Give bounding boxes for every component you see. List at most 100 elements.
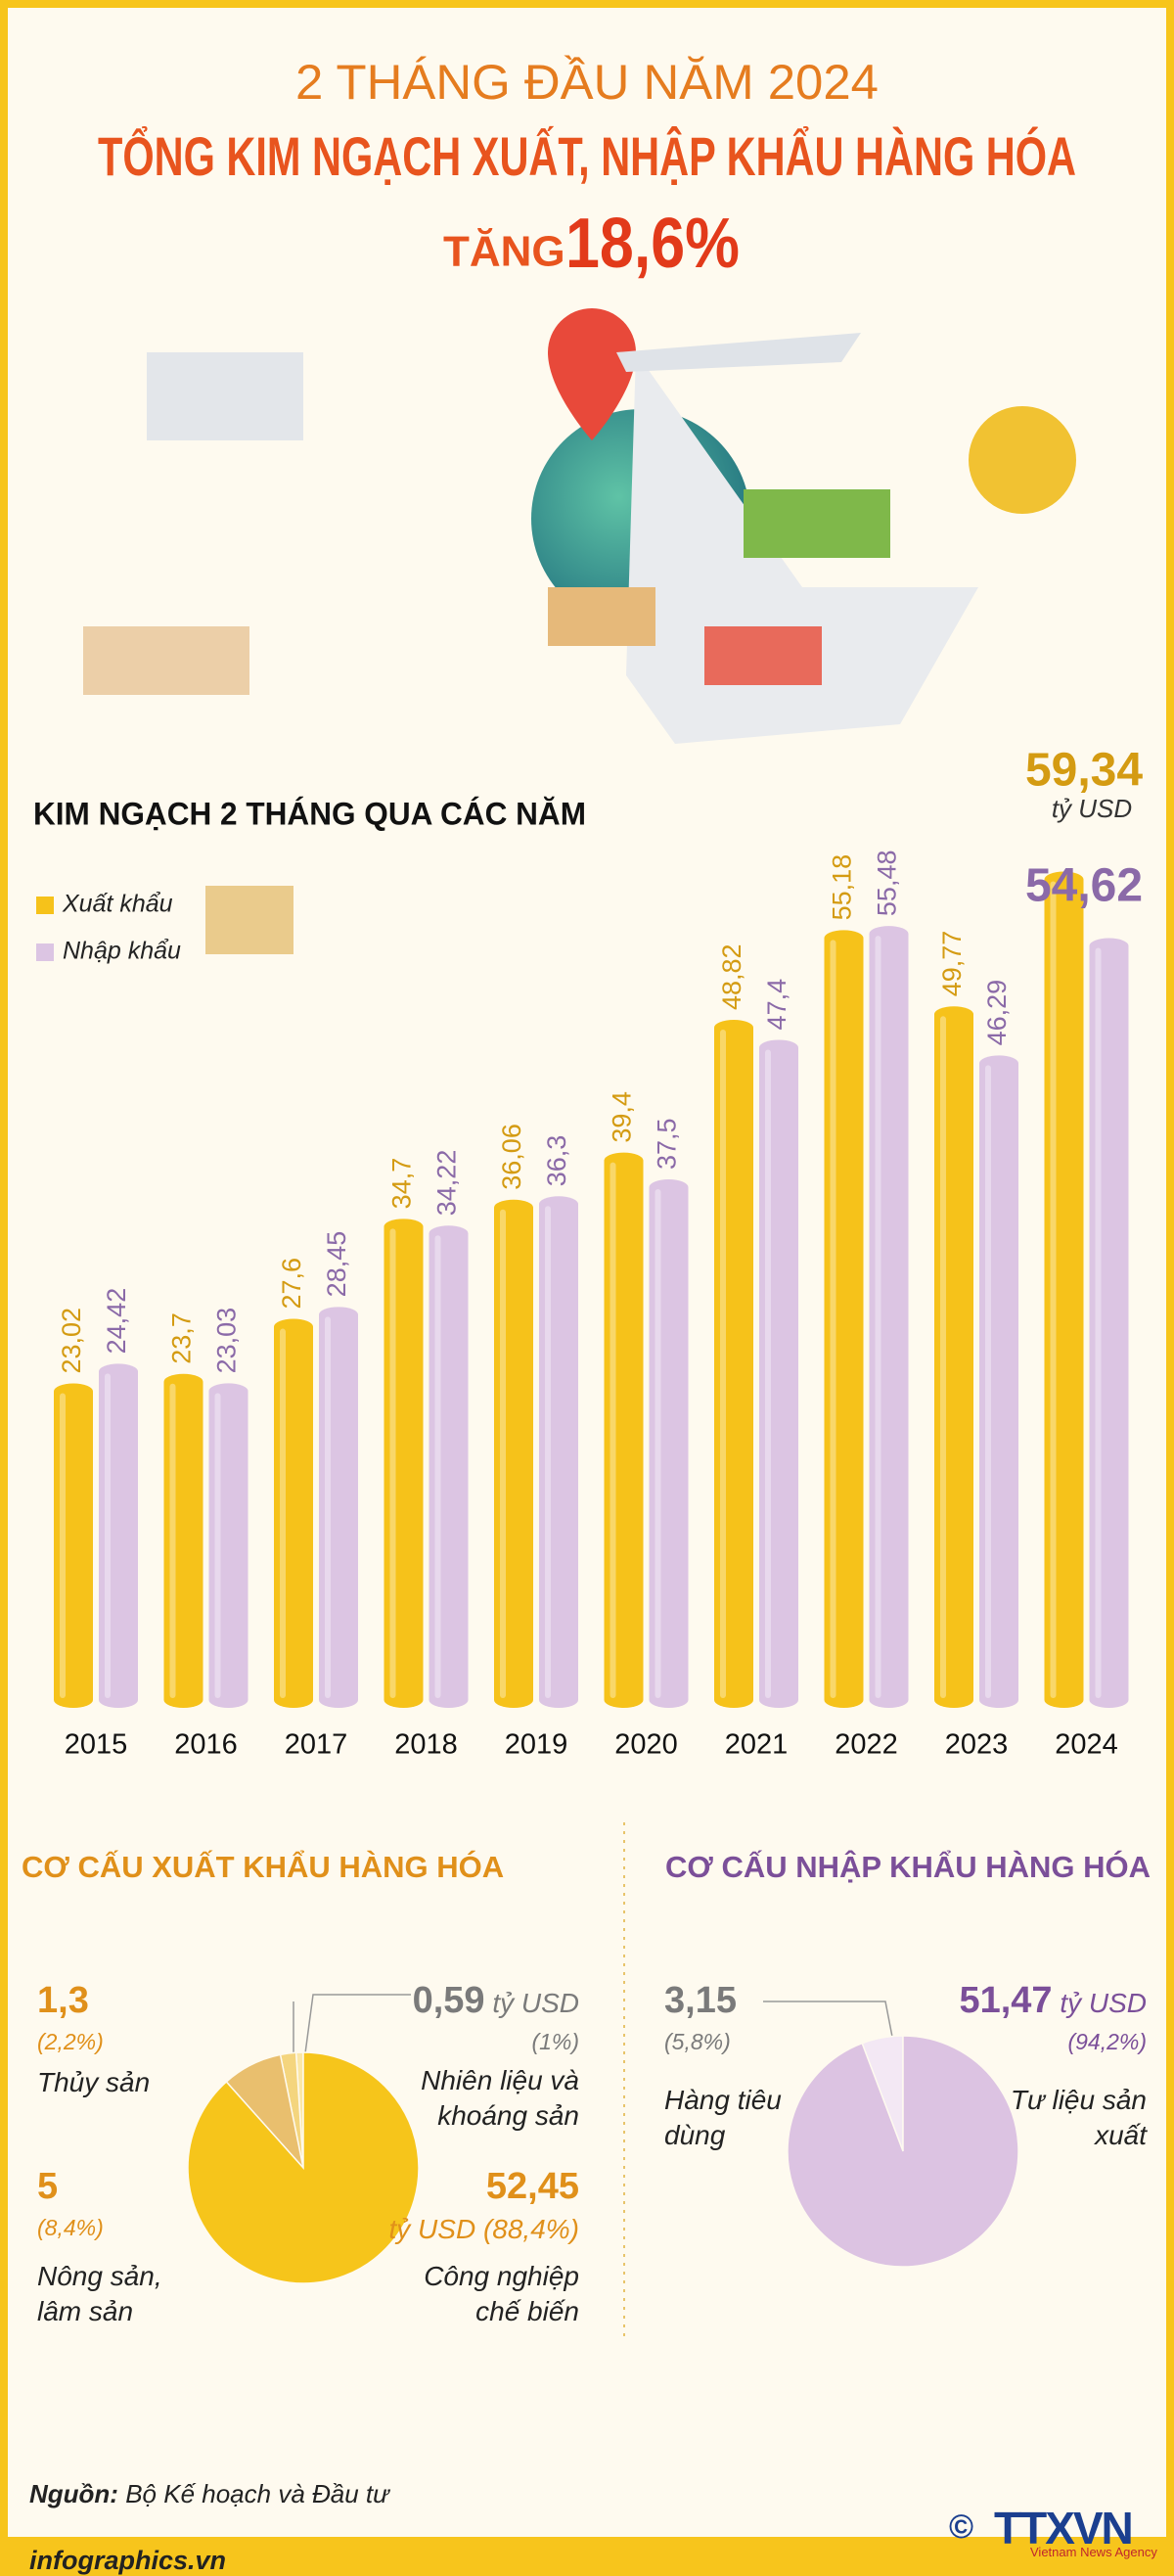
unit-label: tỷ USD [1052, 794, 1132, 823]
bar [604, 1152, 644, 1708]
bar [714, 1019, 753, 1708]
value-label: 3,15 [664, 1980, 737, 2021]
value-label: 23,03 [212, 1308, 242, 1374]
value-label: 23,7 [167, 1312, 197, 1364]
bar-highlight [940, 1016, 946, 1698]
legend-swatch [36, 897, 54, 914]
bar [319, 1307, 358, 1708]
category-label: Thủy sản [37, 2067, 151, 2097]
value-label: 5 [37, 2166, 59, 2207]
value-label: 39,4 [608, 1091, 637, 1143]
bar-highlight [214, 1393, 221, 1698]
unit-share-group: tỷ USD (88,4%) [388, 2212, 579, 2247]
value-label: 48,82 [717, 943, 746, 1010]
bar [384, 1219, 424, 1708]
plane [616, 333, 861, 372]
share-label: (88,4%) [482, 2214, 579, 2244]
bar [274, 1318, 313, 1708]
value-label-group: 51,47 tỷ USD [959, 1980, 1147, 2021]
bar-highlight [655, 1189, 661, 1698]
share-label: (2,2%) [37, 2029, 104, 2054]
title-line2: TỔNG KIM NGẠCH XUẤT, NHẬP KHẨU HÀNG HÓA [98, 125, 1076, 187]
value-label-group: 0,59 tỷ USD [412, 1980, 579, 2021]
legend-swatch [36, 943, 54, 961]
x-tick-label: 2017 [285, 1729, 348, 1761]
x-tick-label: 2016 [174, 1729, 238, 1761]
coin [969, 406, 1076, 514]
bar-highlight [545, 1206, 551, 1698]
bar-highlight [434, 1235, 441, 1698]
unit-label: tỷ USD [1060, 1988, 1147, 2018]
bar [99, 1363, 138, 1708]
value-label: 27,6 [277, 1258, 306, 1310]
leader-line [763, 2001, 893, 2038]
x-tick-label: 2019 [505, 1729, 568, 1761]
bar-highlight [1050, 881, 1057, 1698]
box [548, 587, 655, 646]
source-label: Nguồn: [29, 2479, 118, 2508]
pin [548, 308, 636, 440]
bar-highlight [875, 936, 881, 1698]
x-tick-label: 2015 [65, 1729, 128, 1761]
value-label: 55,48 [873, 851, 902, 917]
value-label: 36,06 [497, 1124, 526, 1190]
value-label: 24,42 [102, 1288, 131, 1355]
bar [759, 1039, 798, 1708]
bar [494, 1199, 533, 1708]
logo: TTXVN [994, 2503, 1134, 2553]
bar-highlight [389, 1228, 396, 1698]
illustration [83, 308, 1076, 954]
value-label: 1,3 [37, 1980, 89, 2021]
legend-label: Xuất khẩu [62, 891, 173, 918]
x-tick-label: 2023 [945, 1729, 1009, 1761]
bar-highlight [985, 1065, 991, 1698]
leader-line [304, 1994, 411, 2054]
x-tick-label: 2018 [394, 1729, 458, 1761]
chart-title: KIM NGẠCH 2 THÁNG QUA CÁC NĂM [33, 796, 586, 831]
source: Nguồn: Bộ Kế hoạch và Đầu tư [29, 2476, 389, 2511]
section-title: CƠ CẤU XUẤT KHẨU HÀNG HÓA [22, 1850, 505, 1884]
x-tick-label: 2024 [1055, 1729, 1118, 1761]
value-label: 51,47 [959, 1980, 1053, 2021]
value-label: 36,3 [542, 1135, 571, 1187]
bar-highlight [105, 1373, 111, 1698]
legend-label: Nhập khẩu [63, 938, 181, 965]
bar [979, 1055, 1018, 1708]
bar [649, 1179, 689, 1708]
bottom-strip [8, 2537, 1166, 2576]
value-label: 0,59 [412, 1980, 485, 2021]
bar [208, 1383, 248, 1708]
share-label: (1%) [531, 2029, 579, 2054]
title-line1: 2 THÁNG ĐẦU NĂM 2024 [295, 55, 879, 110]
pie-slice [187, 2051, 420, 2284]
x-tick-label: 2022 [835, 1729, 898, 1761]
category-label: Nhiên liệu và khoáng sản [421, 2065, 579, 2131]
bar-highlight [720, 1029, 726, 1698]
value-label: 47,4 [762, 979, 791, 1031]
share-label: (94,2%) [1067, 2029, 1147, 2054]
x-tick-label: 2021 [725, 1729, 789, 1761]
bar [869, 926, 909, 1708]
copyright: © [949, 2508, 974, 2546]
value-label: 46,29 [982, 980, 1012, 1046]
bar [824, 930, 864, 1708]
value-label: 52,45 [485, 2166, 579, 2207]
value-label: 37,5 [653, 1118, 682, 1170]
bar [429, 1225, 469, 1708]
source-text: Bộ Kế hoạch và Đầu tư [125, 2479, 389, 2508]
value-label: 54,62 [1025, 860, 1143, 912]
website: infographics.vn [29, 2546, 227, 2575]
boxes [83, 626, 249, 695]
bar [934, 1006, 973, 1708]
share-label: (5,8%) [664, 2029, 731, 2054]
value-label: 34,7 [387, 1158, 417, 1210]
value-label: 23,02 [57, 1308, 86, 1374]
value-label: 55,18 [828, 854, 857, 921]
bar-highlight [60, 1393, 66, 1698]
bar [54, 1383, 93, 1708]
value-label: 28,45 [322, 1231, 351, 1298]
unit-label: tỷ USD [388, 2214, 476, 2244]
unit-label: tỷ USD [492, 1988, 579, 2018]
